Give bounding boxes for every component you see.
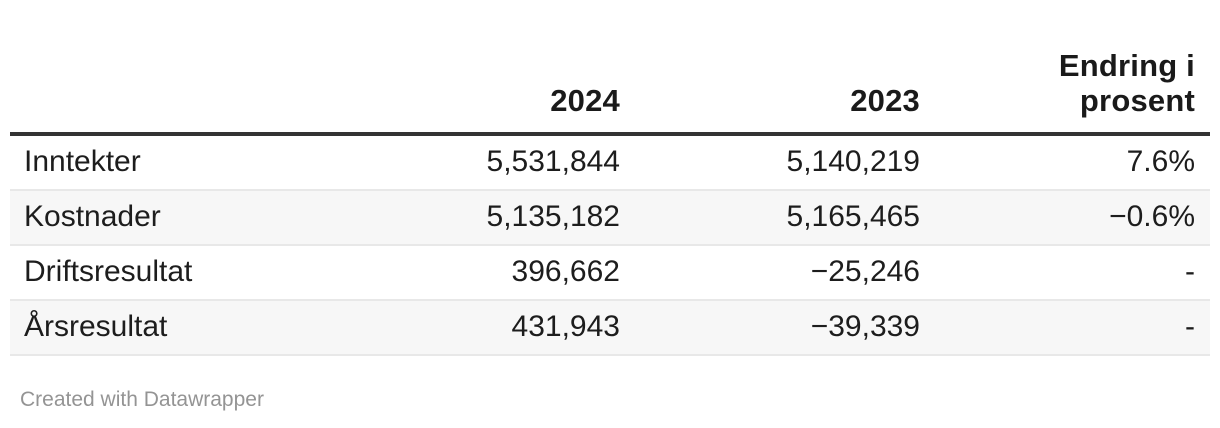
- datawrapper-credit-link[interactable]: Created with Datawrapper: [20, 388, 264, 411]
- table-header: 2024 2023 Endring i prosent: [10, 0, 1210, 136]
- row-label: Driftsresultat: [10, 245, 320, 301]
- cell-2024: 396,662: [320, 245, 620, 301]
- column-header-endring-line2: prosent: [1079, 83, 1195, 118]
- cell-change: −0.6%: [920, 190, 1210, 246]
- financial-table: 2024 2023 Endring i prosent Inntekter 5,…: [10, 0, 1210, 356]
- column-header-2023: 2023: [620, 0, 920, 136]
- cell-2023: −39,339: [620, 300, 920, 356]
- cell-2024: 5,531,844: [320, 134, 620, 191]
- cell-2023: 5,140,219: [620, 134, 920, 191]
- column-header-endring-i-prosent: Endring i prosent: [920, 0, 1210, 136]
- table-row-kostnader: Kostnader 5,135,182 5,165,465 −0.6%: [10, 190, 1210, 246]
- cell-2023: 5,165,465: [620, 190, 920, 246]
- table-row-inntekter: Inntekter 5,531,844 5,140,219 7.6%: [10, 134, 1210, 191]
- cell-change: -: [920, 245, 1210, 301]
- column-header-endring-line1: Endring i: [1058, 48, 1195, 83]
- cell-2023: −25,246: [620, 245, 920, 301]
- row-label: Kostnader: [10, 190, 320, 246]
- chart-footer: Created with Datawrapper: [10, 387, 1210, 413]
- cell-change: -: [920, 300, 1210, 356]
- table-row-arsresultat: Årsresultat 431,943 −39,339 -: [10, 300, 1210, 356]
- datawrapper-table-container: 2024 2023 Endring i prosent Inntekter 5,…: [10, 0, 1210, 413]
- column-header-2024: 2024: [320, 0, 620, 136]
- row-label: Årsresultat: [10, 300, 320, 356]
- table-row-driftsresultat: Driftsresultat 396,662 −25,246 -: [10, 245, 1210, 301]
- cell-2024: 431,943: [320, 300, 620, 356]
- cell-change: 7.6%: [920, 134, 1210, 191]
- row-label: Inntekter: [10, 134, 320, 191]
- table-body: Inntekter 5,531,844 5,140,219 7.6% Kostn…: [10, 134, 1210, 356]
- column-header-label: [10, 0, 320, 136]
- header-row: 2024 2023 Endring i prosent: [10, 0, 1210, 136]
- cell-2024: 5,135,182: [320, 190, 620, 246]
